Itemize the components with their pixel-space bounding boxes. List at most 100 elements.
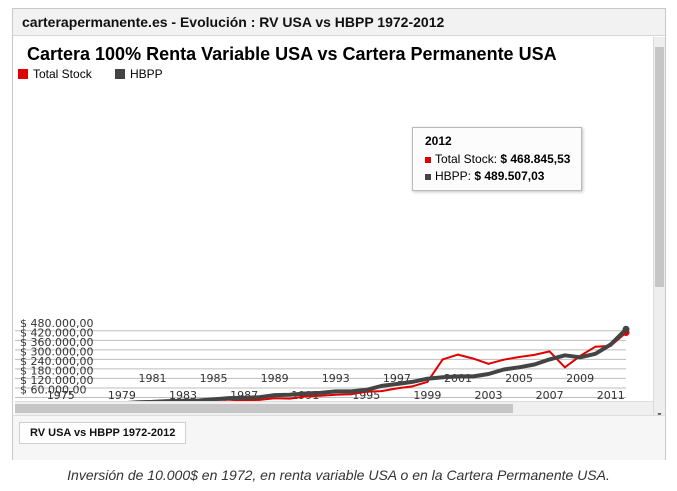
title-bar: carterapermanente.es - Evolución : RV US… (13, 9, 665, 36)
data-point-hbpp[interactable] (395, 382, 398, 385)
data-point-hbpp[interactable] (243, 396, 246, 399)
data-point-total-stock[interactable] (411, 385, 414, 388)
x-tick-label: 2011 (597, 389, 625, 401)
data-point-total-stock[interactable] (441, 358, 444, 361)
vertical-scrollbar-thumb[interactable] (655, 47, 664, 287)
data-point-hbpp[interactable] (441, 376, 444, 379)
data-point-hbpp[interactable] (579, 356, 582, 359)
data-point-hbpp[interactable] (334, 390, 337, 393)
y-tick-label: $ 120.000,00 (20, 374, 93, 387)
series-line-total-stock[interactable] (15, 331, 627, 401)
line-chart[interactable]: Cartera 100% Renta Variable USA vs Carte… (15, 37, 653, 401)
legend[interactable]: Total Stock HBPP (18, 67, 163, 81)
data-point-hbpp[interactable] (319, 391, 322, 394)
data-point-hbpp[interactable] (533, 363, 536, 366)
data-point-total-stock[interactable] (594, 345, 597, 348)
horizontal-scrollbar[interactable] (15, 401, 653, 415)
x-tick-label: 1993 (322, 372, 350, 385)
tooltip-swatch-hbpp (425, 173, 431, 180)
data-point-hbpp[interactable] (472, 375, 475, 378)
data-point-hbpp[interactable] (197, 399, 200, 401)
data-point-hbpp[interactable] (502, 368, 505, 371)
horizontal-scrollbar-thumb[interactable] (15, 404, 513, 413)
sheet-tab-bar: RV USA vs HBPP 1972-2012 (13, 415, 665, 460)
tooltip-label-total-stock: Total Stock: (435, 152, 501, 166)
x-tick-label: 2005 (505, 372, 533, 385)
data-point-total-stock[interactable] (456, 353, 459, 356)
data-point-total-stock[interactable] (288, 397, 291, 400)
data-point-total-stock[interactable] (380, 390, 383, 393)
data-point-total-stock[interactable] (304, 395, 307, 398)
vertical-scrollbar[interactable]: ▼ (653, 37, 665, 421)
y-tick-label: $ 480.000,00 (20, 317, 93, 330)
data-point-total-stock[interactable] (472, 357, 475, 360)
data-point-hbpp[interactable] (182, 399, 185, 401)
x-tick-label: 2003 (475, 389, 503, 401)
tooltip-label-hbpp: HBPP: (435, 169, 475, 183)
y-tick-label: $ 300.000,00 (20, 345, 93, 358)
data-point-hbpp[interactable] (563, 354, 566, 357)
tooltip-row-hbpp: HBPP: $ 489.507,03 (425, 169, 544, 183)
y-tick-label: $ 360.000,00 (20, 336, 93, 349)
data-point-total-stock[interactable] (426, 380, 429, 383)
figure-caption: Inversión de 10.000$ en 1972, en renta v… (67, 467, 610, 483)
x-tick-label: 2007 (536, 389, 564, 401)
data-point-total-stock[interactable] (563, 366, 566, 369)
data-point-hbpp[interactable] (518, 366, 521, 369)
data-point-hbpp[interactable] (622, 325, 630, 333)
data-point-hbpp[interactable] (411, 380, 414, 383)
y-tick-label: $ 240.000,00 (20, 355, 93, 368)
y-axis-ticks: $ 60.000,00$ 120.000,00$ 180.000,00$ 240… (20, 317, 93, 397)
data-point-hbpp[interactable] (258, 396, 261, 399)
data-point-total-stock[interactable] (273, 397, 276, 400)
window-title: carterapermanente.es - Evolución : RV US… (22, 14, 445, 30)
data-point-hbpp[interactable] (273, 394, 276, 397)
data-point-hbpp[interactable] (227, 397, 230, 400)
data-point-hbpp[interactable] (350, 390, 353, 393)
data-point-total-stock[interactable] (502, 358, 505, 361)
x-tick-label: 1975 (47, 389, 75, 401)
tooltip-swatch-total-stock (425, 156, 431, 163)
data-point-hbpp[interactable] (380, 384, 383, 387)
tooltip-value-hbpp: $ 489.507,03 (474, 169, 545, 183)
data-point-hbpp[interactable] (487, 372, 490, 375)
data-point-hbpp[interactable] (609, 343, 612, 346)
legend-label-hbpp[interactable]: HBPP (130, 67, 163, 81)
data-point-hbpp[interactable] (304, 392, 307, 395)
data-point-total-stock[interactable] (487, 362, 490, 365)
tooltip-year: 2012 (425, 134, 452, 148)
data-point-total-stock[interactable] (227, 400, 230, 401)
data-point-total-stock[interactable] (533, 353, 536, 356)
tooltip-row-total-stock: Total Stock: $ 468.845,53 (425, 152, 570, 166)
chart-title: Cartera 100% Renta Variable USA vs Carte… (27, 44, 557, 64)
chart-area[interactable]: Cartera 100% Renta Variable USA vs Carte… (15, 37, 653, 401)
data-point-total-stock[interactable] (395, 387, 398, 390)
data-point-hbpp[interactable] (212, 398, 215, 401)
y-tick-label: $ 180.000,00 (20, 364, 93, 377)
data-point-hbpp[interactable] (426, 377, 429, 380)
data-point-hbpp[interactable] (456, 375, 459, 378)
data-point-total-stock[interactable] (319, 394, 322, 397)
x-tick-label: 1989 (261, 372, 289, 385)
data-point-hbpp[interactable] (548, 358, 551, 361)
legend-label-total-stock[interactable]: Total Stock (33, 67, 93, 81)
data-point-total-stock[interactable] (258, 398, 261, 401)
legend-swatch-hbpp (115, 69, 125, 79)
y-tick-label: $ 60.000,00 (20, 383, 86, 396)
x-tick-label: 1985 (200, 372, 228, 385)
data-point-hbpp[interactable] (166, 400, 169, 401)
legend-swatch-total-stock (18, 69, 28, 79)
tooltip-value-total-stock: $ 468.845,53 (500, 152, 571, 166)
x-tick-label: 1983 (169, 389, 197, 401)
gridlines (15, 330, 626, 398)
series-lines[interactable] (15, 325, 630, 401)
data-point-total-stock[interactable] (518, 356, 521, 358)
data-point-hbpp[interactable] (288, 393, 291, 396)
data-point-total-stock[interactable] (334, 393, 337, 396)
x-tick-label: 1979 (108, 389, 136, 401)
data-point-hbpp[interactable] (594, 352, 597, 355)
sheet-tab[interactable]: RV USA vs HBPP 1972-2012 (19, 422, 187, 444)
data-point-total-stock[interactable] (548, 350, 551, 353)
data-point-hbpp[interactable] (365, 388, 368, 391)
data-point-total-stock[interactable] (350, 393, 353, 396)
